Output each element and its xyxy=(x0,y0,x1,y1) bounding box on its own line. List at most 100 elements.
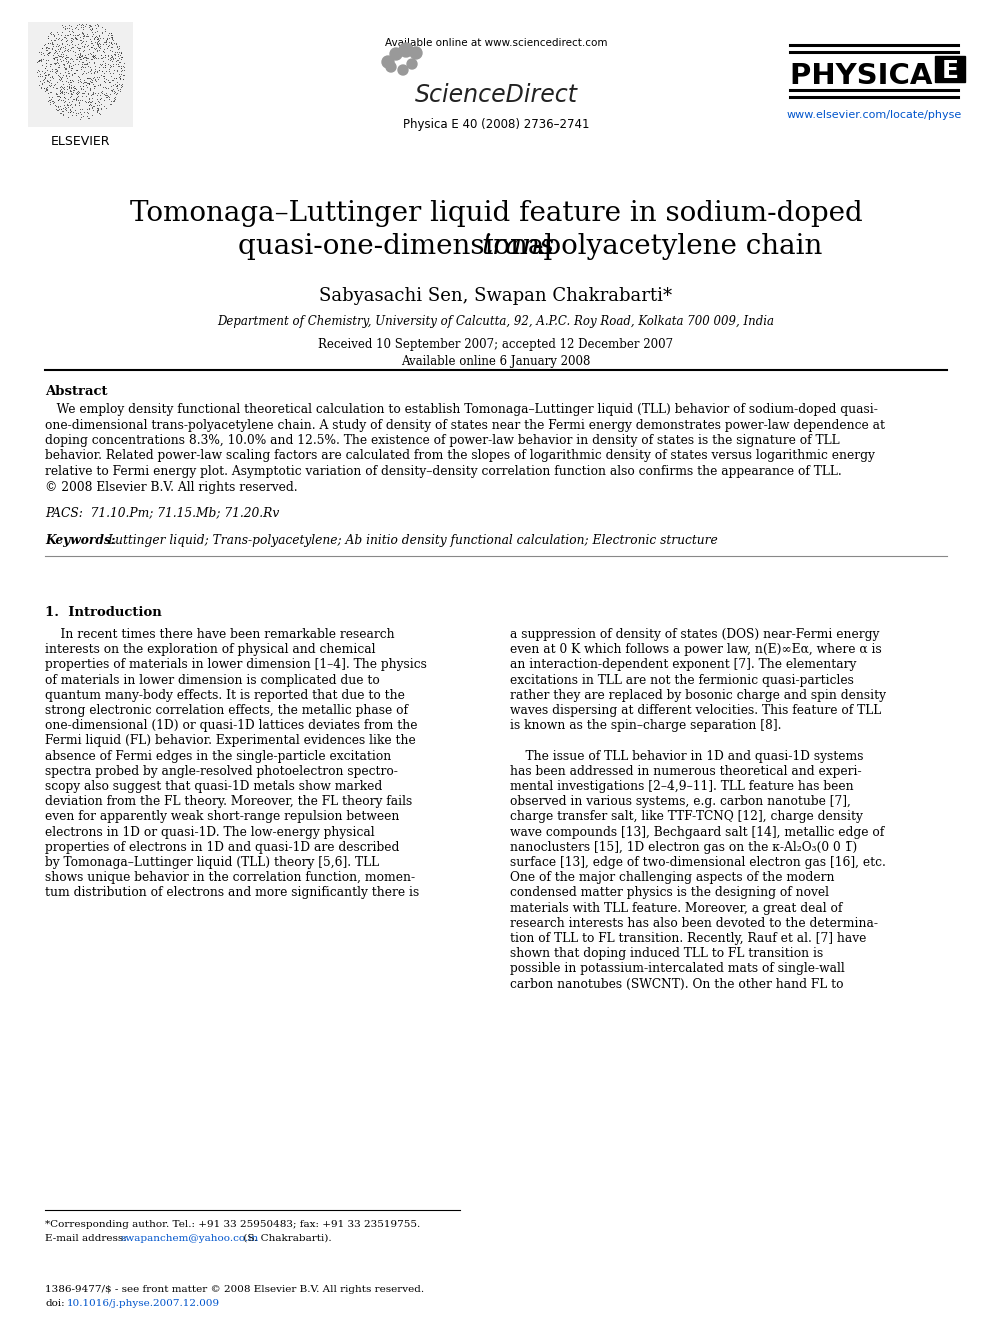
Point xyxy=(104,81,120,102)
Point xyxy=(103,26,119,48)
Point xyxy=(100,44,116,65)
Point xyxy=(78,30,94,52)
Point xyxy=(61,77,76,98)
Point xyxy=(80,73,96,94)
Point xyxy=(59,33,74,54)
Point xyxy=(90,33,106,54)
Point xyxy=(40,38,56,60)
Point xyxy=(62,16,78,37)
Point xyxy=(111,74,127,95)
Point xyxy=(56,83,71,105)
Point xyxy=(84,83,100,105)
Point xyxy=(63,85,79,106)
Point xyxy=(101,22,117,44)
Point xyxy=(66,62,82,83)
Point xyxy=(72,69,88,90)
Point xyxy=(38,56,54,77)
Text: has been addressed in numerous theoretical and experi-: has been addressed in numerous theoretic… xyxy=(510,765,862,778)
Point xyxy=(83,44,99,65)
Point xyxy=(62,15,77,36)
Point xyxy=(75,62,91,83)
Point xyxy=(79,53,95,74)
Point xyxy=(36,70,52,91)
Circle shape xyxy=(386,62,396,71)
Text: PHYSICA: PHYSICA xyxy=(790,62,942,90)
Point xyxy=(41,37,57,58)
Point xyxy=(108,75,124,97)
Text: even for apparently weak short-range repulsion between: even for apparently weak short-range rep… xyxy=(45,811,400,823)
Point xyxy=(71,101,87,122)
Text: spectra probed by angle-resolved photoelectron spectro-: spectra probed by angle-resolved photoel… xyxy=(45,765,398,778)
Point xyxy=(40,90,56,111)
Point xyxy=(89,89,105,110)
Point xyxy=(96,54,112,75)
Point xyxy=(62,48,78,69)
Point xyxy=(55,66,70,87)
Point xyxy=(50,95,65,116)
Point xyxy=(61,34,76,56)
Point xyxy=(36,45,52,66)
Point xyxy=(86,82,102,103)
Point xyxy=(71,40,87,61)
Text: E-mail address:: E-mail address: xyxy=(45,1234,130,1244)
Point xyxy=(50,52,65,73)
Point xyxy=(89,98,105,119)
Point xyxy=(103,45,119,66)
Point xyxy=(41,65,57,86)
Point xyxy=(112,69,128,90)
Point xyxy=(59,29,74,50)
Point xyxy=(51,28,66,49)
Point xyxy=(99,28,115,49)
Point xyxy=(116,65,132,86)
Point xyxy=(90,15,106,36)
Point xyxy=(109,75,125,97)
Point xyxy=(90,75,106,97)
Point xyxy=(92,28,108,49)
Point xyxy=(46,33,62,54)
Point xyxy=(102,56,118,77)
Point xyxy=(71,50,87,71)
Point xyxy=(47,52,62,73)
Point xyxy=(50,49,65,70)
Point xyxy=(44,87,60,108)
Point xyxy=(79,61,95,82)
Point xyxy=(103,93,119,114)
Point xyxy=(106,82,122,103)
Point xyxy=(53,98,68,119)
Point xyxy=(90,99,106,120)
Point xyxy=(54,67,69,89)
Point xyxy=(100,36,116,57)
Point xyxy=(66,78,82,99)
Point xyxy=(55,77,70,98)
Point xyxy=(82,85,98,106)
Point xyxy=(103,33,119,54)
Text: tion of TLL to FL transition. Recently, Rauf et al. [7] have: tion of TLL to FL transition. Recently, … xyxy=(510,931,866,945)
Point xyxy=(37,66,53,87)
Point xyxy=(73,29,89,50)
Point xyxy=(114,75,130,97)
Point xyxy=(100,70,116,91)
Point xyxy=(39,78,55,99)
Point xyxy=(61,74,76,95)
Point xyxy=(64,58,80,79)
Point xyxy=(45,91,61,112)
Point xyxy=(53,45,68,66)
Point xyxy=(82,16,98,37)
FancyBboxPatch shape xyxy=(935,56,965,82)
Point xyxy=(67,16,83,37)
Point xyxy=(36,71,52,93)
Point xyxy=(55,44,70,65)
Point xyxy=(102,93,118,114)
Point xyxy=(80,91,96,112)
Point xyxy=(50,71,65,93)
Point xyxy=(112,67,128,89)
Point xyxy=(64,29,80,50)
Point xyxy=(40,42,56,64)
Point xyxy=(109,82,125,103)
Point xyxy=(93,16,109,37)
Point xyxy=(86,53,102,74)
Point xyxy=(100,54,116,75)
Point xyxy=(69,82,85,103)
Point xyxy=(74,64,90,85)
Point xyxy=(40,79,56,101)
